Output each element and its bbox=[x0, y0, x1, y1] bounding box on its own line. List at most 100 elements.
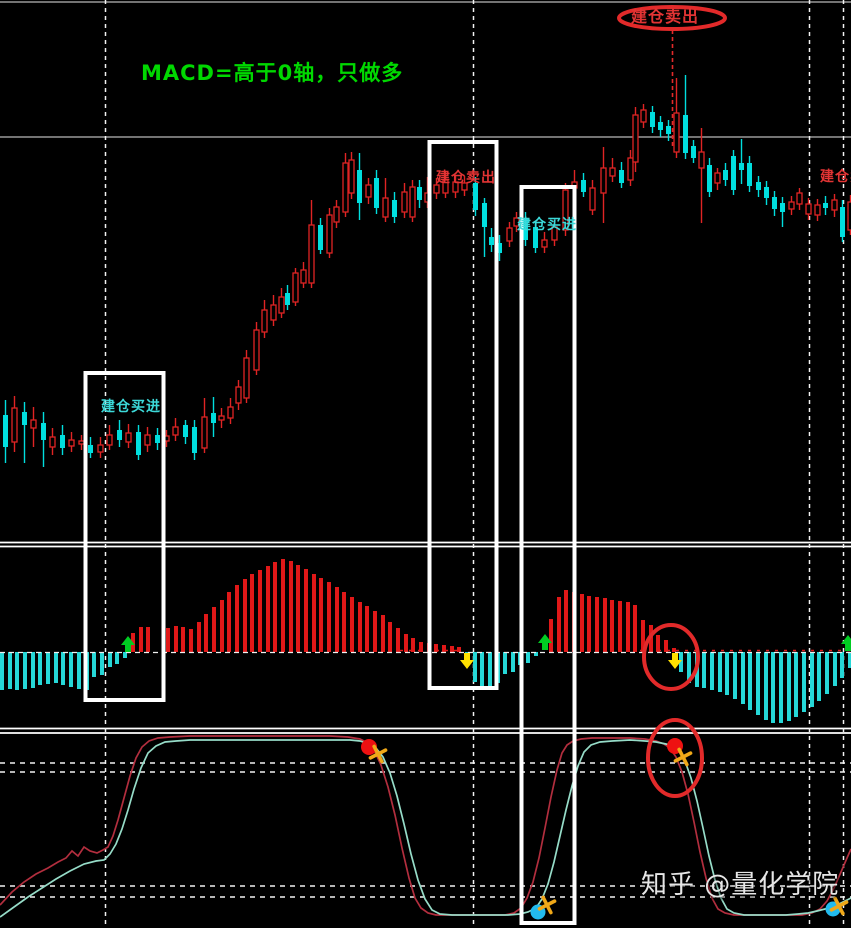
red-signal-ellipse bbox=[642, 623, 700, 691]
macd-bar bbox=[442, 645, 446, 652]
macd-bar bbox=[0, 652, 4, 690]
candle bbox=[632, 107, 639, 172]
watermark-text: 知乎 @量化学院 bbox=[641, 870, 840, 900]
signal-label-open-short-1: 建仓卖出 bbox=[436, 170, 496, 186]
candle bbox=[333, 200, 340, 228]
macd-bar bbox=[8, 652, 12, 689]
candle bbox=[11, 396, 18, 452]
macd-bar bbox=[756, 652, 760, 715]
candle bbox=[627, 150, 634, 186]
green-up-arrow bbox=[121, 636, 135, 652]
signal-rectangles bbox=[83, 140, 577, 925]
green-up-arrow bbox=[841, 635, 851, 651]
candle bbox=[831, 194, 838, 217]
macd-bar bbox=[220, 600, 224, 652]
candle bbox=[698, 128, 705, 223]
candle bbox=[805, 198, 812, 220]
macd-bar bbox=[656, 635, 660, 652]
macd-bar bbox=[833, 652, 837, 686]
highlight-rect bbox=[83, 371, 166, 702]
candle bbox=[589, 180, 596, 215]
red-signal-ellipse bbox=[617, 5, 727, 31]
candle bbox=[714, 168, 721, 190]
macd-bar bbox=[273, 562, 277, 652]
macd-bar bbox=[411, 638, 415, 652]
candle bbox=[365, 178, 372, 204]
candle bbox=[261, 300, 268, 338]
macd-bar bbox=[610, 600, 614, 652]
oscillator-lines bbox=[0, 735, 851, 918]
candle bbox=[442, 172, 449, 198]
macd-bar bbox=[434, 644, 438, 652]
macd-bar bbox=[115, 652, 119, 664]
yellow-down-arrow bbox=[668, 653, 682, 669]
candle bbox=[814, 199, 821, 221]
macd-bar bbox=[488, 652, 492, 690]
macd-bar bbox=[23, 652, 27, 689]
macd-bar bbox=[725, 652, 729, 695]
macd-bar bbox=[189, 629, 193, 652]
candle bbox=[533, 222, 538, 253]
macd-bar bbox=[840, 652, 844, 678]
candle bbox=[60, 425, 65, 455]
candle bbox=[452, 175, 459, 198]
candle bbox=[581, 173, 586, 197]
candle bbox=[357, 153, 362, 220]
price-candlesticks bbox=[3, 75, 851, 467]
candle bbox=[253, 322, 260, 375]
macd-bar bbox=[557, 597, 561, 652]
macd-bar bbox=[266, 566, 270, 652]
macd-bar bbox=[296, 565, 300, 652]
candle bbox=[609, 158, 616, 182]
macd-bar bbox=[181, 627, 185, 652]
macd-bar bbox=[381, 615, 385, 652]
macd-bar bbox=[710, 652, 714, 690]
macd-bar bbox=[139, 627, 143, 652]
highlight-rect bbox=[519, 185, 577, 925]
signal-label-open-long-1: 建仓买进 bbox=[101, 399, 161, 415]
macd-bar bbox=[549, 619, 553, 652]
candle bbox=[513, 212, 520, 232]
candle bbox=[342, 153, 349, 217]
macd-bar bbox=[174, 626, 178, 652]
macd-bar bbox=[15, 652, 19, 690]
macd-bar bbox=[312, 574, 316, 652]
candle bbox=[788, 196, 795, 215]
yellow-down-arrow bbox=[460, 653, 474, 669]
candle bbox=[691, 140, 696, 163]
candle bbox=[270, 295, 277, 326]
candle bbox=[739, 139, 744, 184]
macd-bar bbox=[626, 602, 630, 652]
candle bbox=[155, 428, 160, 450]
macd-bar bbox=[335, 587, 339, 652]
macd-bar bbox=[771, 652, 775, 723]
oscillator-cyan-line bbox=[0, 739, 851, 918]
macd-bar bbox=[848, 652, 851, 668]
candle bbox=[106, 425, 113, 450]
macd-bar bbox=[54, 652, 58, 683]
macd-bar bbox=[319, 578, 323, 652]
candle bbox=[117, 420, 122, 447]
candle bbox=[523, 212, 528, 246]
candle bbox=[183, 420, 188, 444]
candle bbox=[326, 208, 333, 258]
candle bbox=[278, 288, 285, 318]
macd-bar bbox=[702, 652, 706, 688]
candle bbox=[673, 78, 680, 158]
orange-x-mark bbox=[829, 896, 849, 916]
macd-bar bbox=[38, 652, 42, 685]
macd-bar bbox=[342, 592, 346, 652]
macd-bar bbox=[92, 652, 96, 677]
macd-bar bbox=[794, 652, 798, 717]
candle bbox=[292, 268, 299, 306]
signal-markers bbox=[121, 634, 851, 920]
macd-bar bbox=[603, 598, 607, 652]
candle bbox=[461, 176, 468, 196]
macd-bar bbox=[250, 574, 254, 652]
macd-bar bbox=[281, 559, 285, 652]
candle bbox=[417, 180, 422, 208]
macd-bar bbox=[197, 622, 201, 652]
